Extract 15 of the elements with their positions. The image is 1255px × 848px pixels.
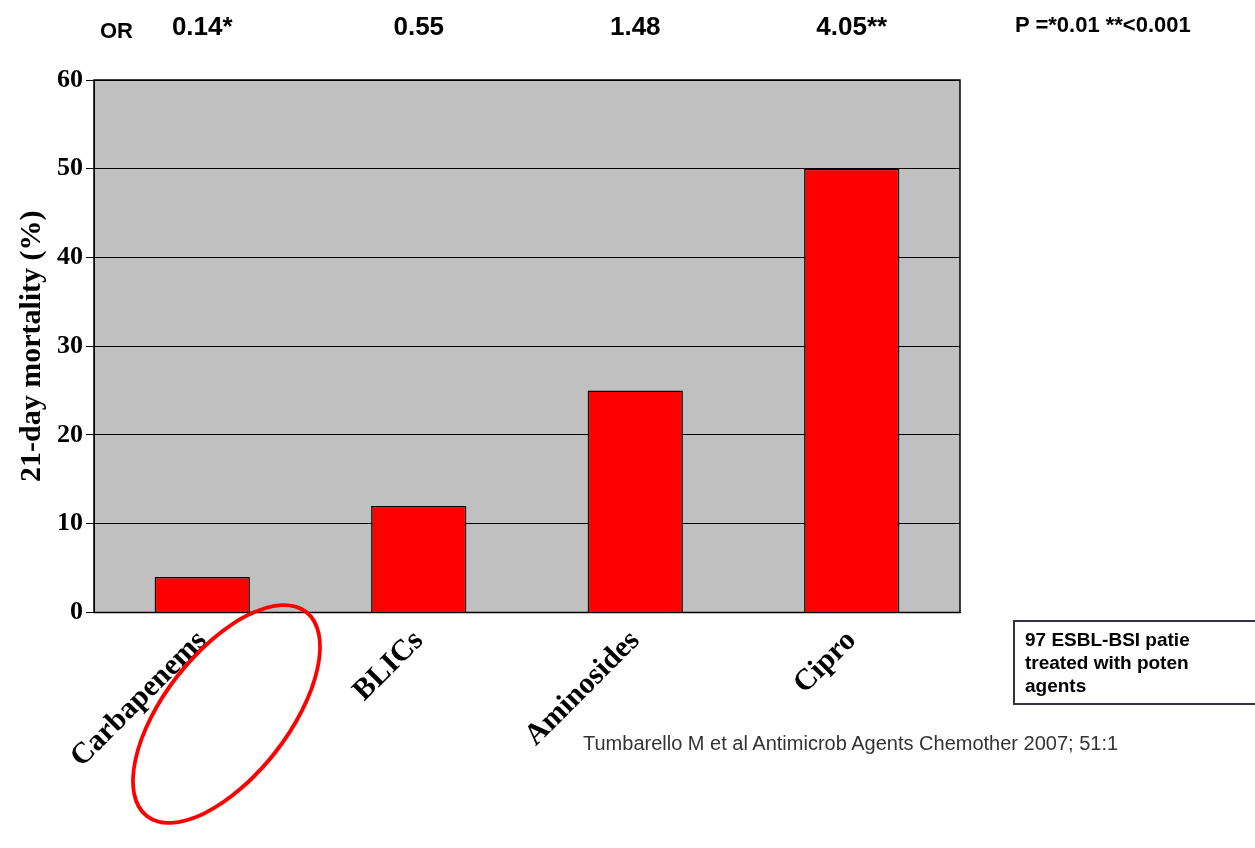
text: 97 ESBL-BSI patie treated with poten agents	[1013, 620, 1255, 705]
y-tick-label: 60	[57, 63, 83, 93]
text: P =*0.01 **<0.001	[1015, 12, 1191, 38]
y-tick-label: 50	[57, 152, 83, 182]
y-tick-label: 20	[57, 418, 83, 448]
y-tick-label: 0	[70, 596, 83, 626]
text: 0.55	[393, 11, 445, 42]
y-tick-label: 10	[57, 507, 83, 537]
text: 4.05**	[816, 11, 889, 42]
text: 1.48	[609, 11, 661, 42]
y-tick-label: 30	[57, 329, 83, 359]
text: OR	[100, 18, 133, 44]
y-tick-label: 40	[57, 241, 83, 271]
y-axis-title: 21-day mortality (%)	[12, 210, 47, 483]
text: 0.14*	[171, 11, 234, 42]
